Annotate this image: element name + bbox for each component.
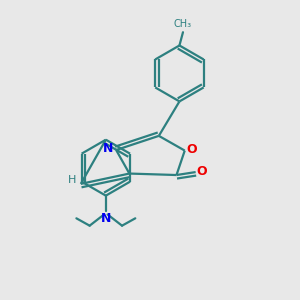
Text: N: N — [100, 212, 111, 225]
Text: O: O — [197, 165, 207, 178]
Text: CH₃: CH₃ — [174, 19, 192, 29]
Text: H: H — [68, 175, 76, 185]
Text: O: O — [186, 143, 196, 157]
Text: N: N — [103, 142, 114, 155]
